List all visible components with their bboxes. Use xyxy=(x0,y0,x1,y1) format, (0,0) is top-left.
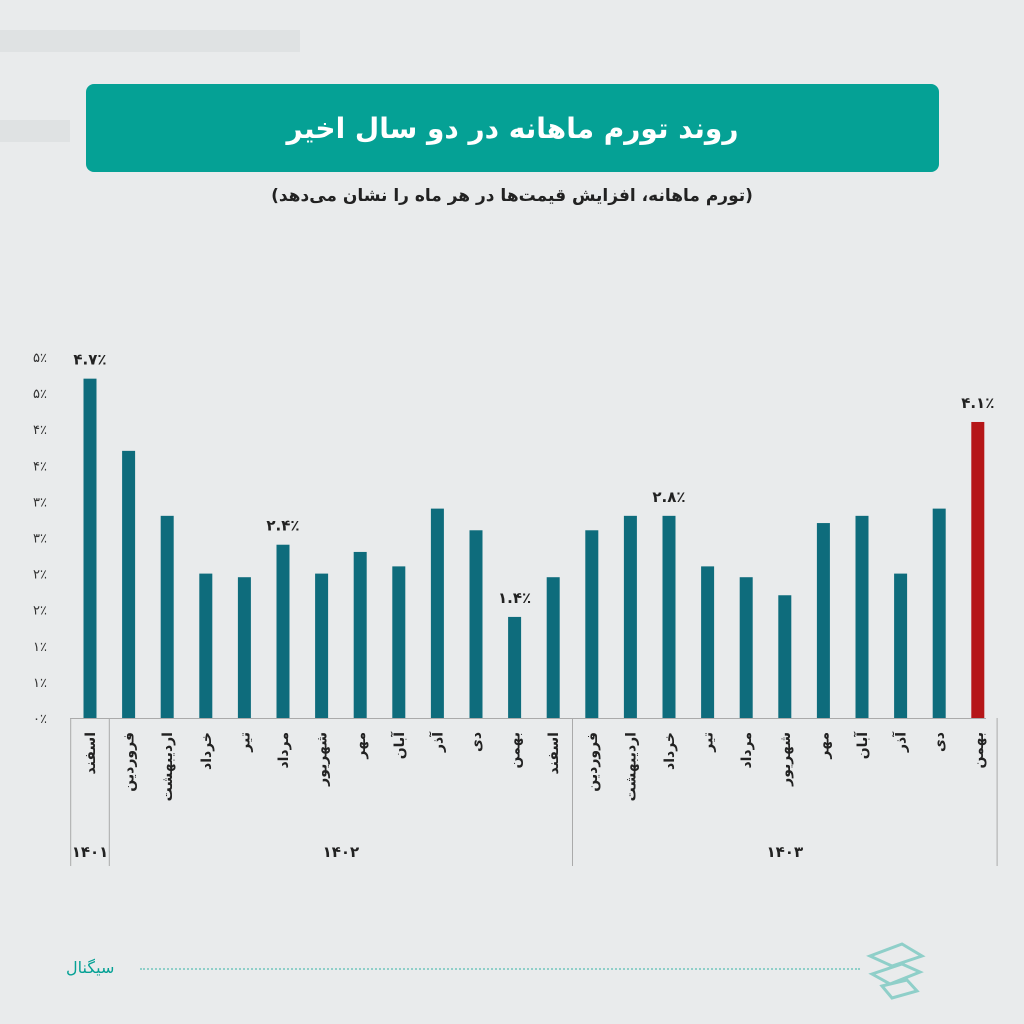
bar xyxy=(623,515,637,718)
x-tick-label: مرداد xyxy=(276,732,292,769)
x-tick-label: آذر xyxy=(428,731,446,753)
x-tick-label: آذر xyxy=(892,731,910,753)
y-tick-label: ۰٪ xyxy=(33,712,47,727)
y-tick-label: ۳٪ xyxy=(33,532,47,547)
bar-chart: ۰٪ ۱٪ ۱٪ ۲٪ ۲٪ ۳٪ ۳٪ ۴٪ ۴٪ ۵٪ ۵٪ ۴.۷٪ ۲.۴٪ ۱.۴٪ ۲.۸٪ ۴.… xyxy=(33,351,998,866)
chart-subtitle: (تورم ماهانه، افزایش قیمت‌ها در هر ماه ر… xyxy=(271,186,753,206)
y-tick-label: ۵٪ xyxy=(33,351,47,366)
x-tick-label: اردیبهشت xyxy=(623,732,639,801)
x-tick-label: تیر xyxy=(237,732,253,753)
bar xyxy=(315,573,329,718)
bar xyxy=(816,523,830,718)
x-tick-label: خرداد xyxy=(662,732,678,770)
year-label: ۱۴۰۳ xyxy=(766,843,803,861)
y-tick-label: ۵٪ xyxy=(33,387,47,402)
bar xyxy=(739,577,753,718)
x-tick-label: بهمن xyxy=(971,732,987,768)
background-stripe xyxy=(0,30,300,52)
y-tick-label: ۲٪ xyxy=(33,568,47,583)
bar xyxy=(971,421,985,718)
x-tick-label: شهریور xyxy=(315,732,331,787)
y-tick-label: ۱٪ xyxy=(33,676,47,691)
x-tick-label: اسفند xyxy=(83,732,99,774)
brand-logo-icon xyxy=(866,942,926,1000)
x-tick-label: فروردین xyxy=(585,732,601,792)
data-label: ۲.۸٪ xyxy=(652,488,685,506)
x-tick-label: دی xyxy=(932,732,948,752)
chart-title: روند تورم ماهانه در دو سال اخیر xyxy=(86,84,939,172)
bar xyxy=(469,530,483,718)
bar xyxy=(199,573,213,718)
background-stripe xyxy=(0,120,70,142)
bar xyxy=(662,515,676,718)
x-tick-label: آبان xyxy=(390,731,408,759)
year-label: ۱۴۰۲ xyxy=(323,843,360,861)
x-tick-label: دی xyxy=(469,732,485,752)
x-tick-label: آبان xyxy=(853,731,871,759)
bar xyxy=(932,508,946,718)
bar xyxy=(701,566,715,718)
y-tick-label: ۳٪ xyxy=(33,495,47,510)
brand-name: سیگنال xyxy=(66,958,115,977)
bar xyxy=(276,544,290,718)
data-label: ۴.۱٪ xyxy=(961,394,994,412)
y-tick-label: ۴٪ xyxy=(33,459,47,474)
bar xyxy=(392,566,406,718)
data-label: ۴.۷٪ xyxy=(73,351,106,369)
x-tick-label: اسفند xyxy=(546,732,562,774)
x-tick-label: تیر xyxy=(701,732,717,753)
footer-divider xyxy=(140,968,860,970)
x-tick-label: مهر xyxy=(353,732,369,760)
bar xyxy=(778,595,792,718)
x-tick-label: بهمن xyxy=(508,732,524,768)
x-tick-label: فروردین xyxy=(122,732,138,792)
x-tick-label: شهریور xyxy=(778,732,794,787)
bar xyxy=(430,508,444,718)
bar xyxy=(83,378,97,718)
bar xyxy=(894,573,908,718)
data-label: ۱.۴٪ xyxy=(498,589,531,607)
y-tick-label: ۲٪ xyxy=(33,604,47,619)
y-tick-label: ۱٪ xyxy=(33,640,47,655)
y-tick-label: ۴٪ xyxy=(33,423,47,438)
bar xyxy=(855,515,869,718)
data-label: ۲.۴٪ xyxy=(266,517,299,535)
x-tick-label: اردیبهشت xyxy=(160,732,176,801)
bar xyxy=(160,515,174,718)
bar xyxy=(122,450,136,718)
bar xyxy=(508,616,522,718)
bar xyxy=(585,530,599,718)
x-tick-label: مرداد xyxy=(739,732,755,769)
x-tick-label: مهر xyxy=(816,732,832,760)
year-label: ۱۴۰۱ xyxy=(72,843,109,861)
x-tick-label: خرداد xyxy=(199,732,215,770)
bar xyxy=(353,551,367,718)
bar xyxy=(237,577,251,718)
bar xyxy=(546,577,560,718)
